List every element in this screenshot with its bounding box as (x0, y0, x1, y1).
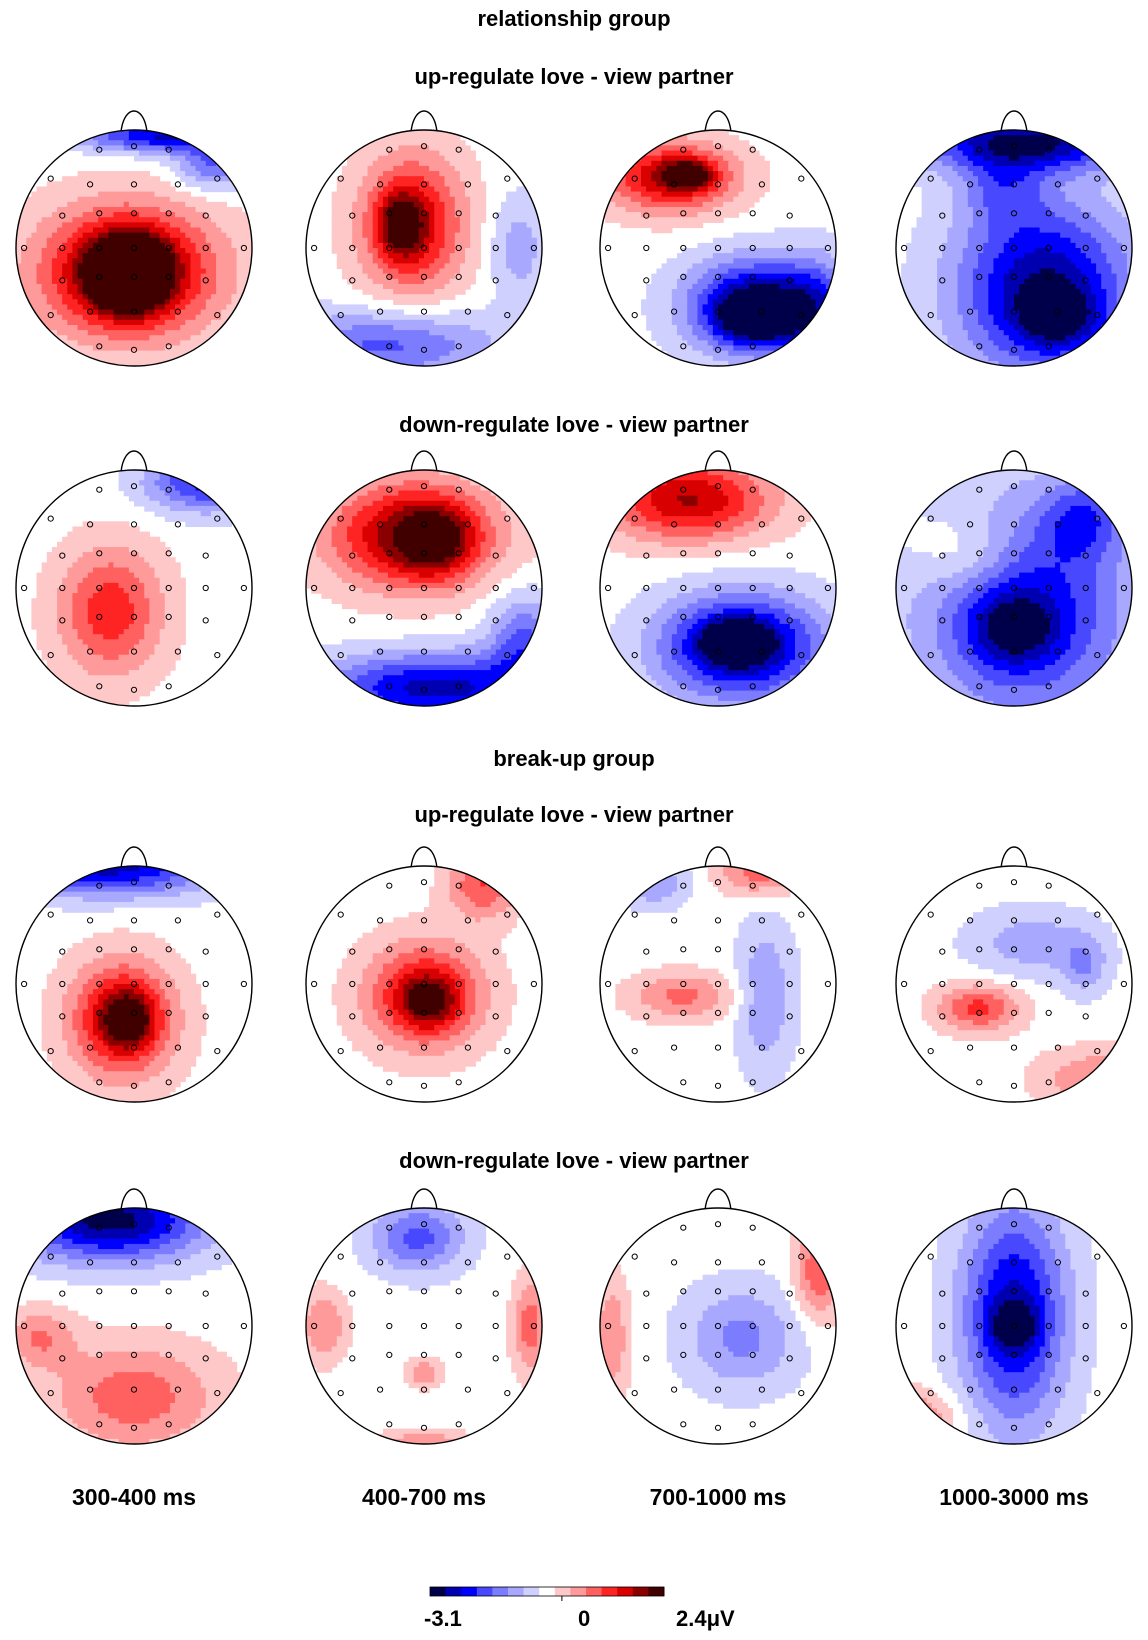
potential-field (16, 1208, 252, 1445)
nose-outline (121, 451, 147, 472)
topomap (896, 111, 1133, 367)
colorbar-swatch (492, 1587, 508, 1596)
colorbar-swatch (570, 1587, 586, 1596)
potential-field (16, 470, 252, 707)
colorbar-swatch (477, 1587, 493, 1596)
topomap (16, 847, 252, 1103)
topomap (306, 847, 542, 1102)
topomap (16, 111, 253, 367)
colorbar (430, 1587, 665, 1601)
colorbar-zero-label: 0 (578, 1608, 590, 1630)
nose-outline (1001, 111, 1027, 132)
potential-field (896, 866, 1132, 1103)
colorbar-swatch (508, 1587, 524, 1596)
nose-outline (705, 111, 731, 132)
topomap (896, 1189, 1132, 1445)
topomap (600, 847, 836, 1102)
nose-outline (411, 847, 437, 868)
time-window-label: 300-400 ms (34, 1486, 234, 1509)
nose-outline (121, 847, 147, 868)
topomap (16, 1189, 252, 1445)
potential-field (16, 866, 252, 1103)
nose-outline (1001, 847, 1027, 868)
colorbar-swatch (539, 1587, 555, 1596)
time-window-label: 400-700 ms (324, 1486, 524, 1509)
nose-outline (121, 1189, 147, 1210)
nose-outline (121, 111, 147, 132)
colorbar-swatch (633, 1587, 649, 1596)
colorbar-swatch (430, 1587, 446, 1596)
colorbar-swatch (648, 1587, 664, 1596)
colorbar-max-label: 2.4μV (676, 1608, 735, 1630)
nose-outline (411, 1189, 437, 1210)
topomap (306, 111, 543, 367)
topomap (896, 847, 1132, 1103)
colorbar-swatch (602, 1587, 618, 1596)
colorbar-swatch (617, 1587, 633, 1596)
potential-field (600, 1208, 837, 1444)
colorbar-min-label: -3.1 (424, 1608, 462, 1630)
nose-outline (705, 847, 731, 868)
nose-outline (411, 111, 437, 132)
topomap (16, 451, 252, 707)
colorbar-swatch (446, 1587, 462, 1596)
topomap (600, 1189, 837, 1444)
potential-field (600, 866, 836, 1102)
colorbar-swatch (586, 1587, 602, 1596)
nose-outline (411, 451, 437, 472)
topomap (896, 451, 1133, 707)
nose-outline (705, 451, 731, 472)
topomap (600, 451, 837, 707)
nose-outline (705, 1189, 731, 1210)
time-window-label: 1000-3000 ms (914, 1486, 1114, 1509)
potential-field (896, 1208, 1132, 1445)
topomap (306, 1189, 543, 1445)
nose-outline (1001, 451, 1027, 472)
topomap (600, 111, 837, 367)
potential-field (306, 866, 542, 1102)
nose-outline (1001, 1189, 1027, 1210)
colorbar-swatch (461, 1587, 477, 1596)
colorbar-swatch (524, 1587, 540, 1596)
colorbar-swatch (555, 1587, 571, 1596)
time-window-label: 700-1000 ms (618, 1486, 818, 1509)
topomap (306, 451, 543, 707)
